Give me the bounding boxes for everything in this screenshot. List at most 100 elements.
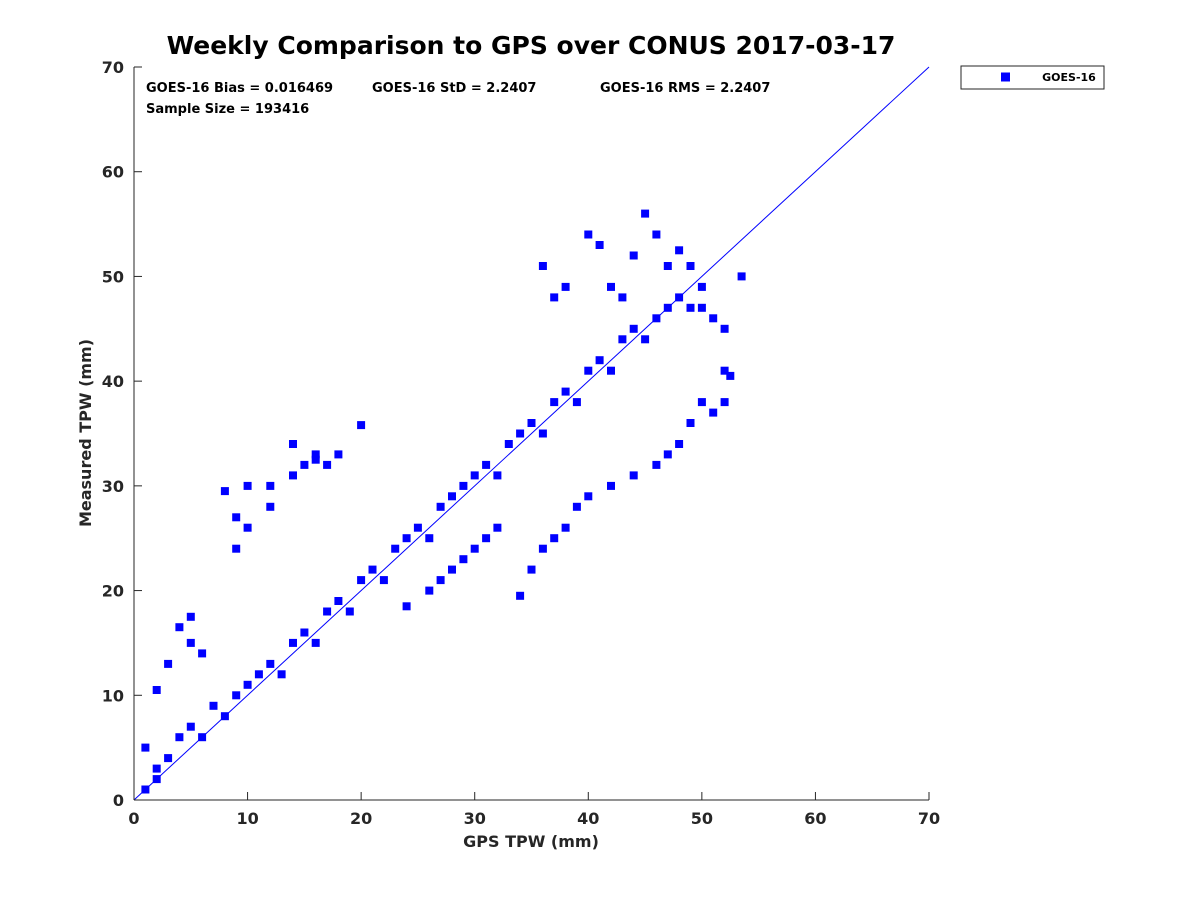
data-point bbox=[726, 371, 735, 380]
data-point bbox=[436, 502, 445, 511]
data-point bbox=[504, 440, 513, 448]
data-point bbox=[572, 502, 581, 511]
data-point bbox=[641, 335, 650, 344]
data-point bbox=[720, 366, 729, 375]
y-tick-label: 40 bbox=[102, 372, 124, 391]
data-point bbox=[425, 534, 434, 543]
data-point bbox=[470, 471, 479, 480]
data-point bbox=[266, 481, 275, 490]
y-tick-label: 20 bbox=[102, 582, 124, 601]
data-point bbox=[584, 492, 593, 501]
data-point bbox=[538, 544, 547, 553]
data-point bbox=[595, 241, 604, 249]
x-tick-label: 0 bbox=[128, 809, 139, 828]
data-point bbox=[459, 481, 468, 490]
data-point bbox=[448, 492, 456, 501]
data-point bbox=[357, 576, 366, 585]
data-point bbox=[720, 324, 729, 333]
data-point bbox=[618, 293, 627, 302]
stat-std: GOES-16 StD = 2.2407 bbox=[372, 81, 536, 96]
data-point bbox=[550, 398, 559, 407]
data-point bbox=[186, 722, 195, 731]
data-point bbox=[209, 701, 218, 710]
data-point bbox=[254, 670, 263, 679]
data-point bbox=[243, 481, 252, 490]
data-point bbox=[482, 460, 491, 469]
data-point bbox=[345, 607, 354, 616]
data-point bbox=[572, 398, 581, 407]
data-point bbox=[436, 576, 445, 585]
data-point bbox=[152, 764, 161, 773]
data-point bbox=[697, 398, 706, 407]
y-axis-label: Measured TPW (mm) bbox=[76, 339, 95, 527]
y-tick-label: 30 bbox=[102, 477, 124, 496]
data-point bbox=[289, 638, 297, 647]
data-point bbox=[709, 408, 718, 417]
data-point bbox=[164, 659, 173, 668]
data-point bbox=[141, 743, 150, 752]
data-point bbox=[175, 733, 184, 742]
data-point bbox=[618, 335, 627, 344]
data-point bbox=[629, 324, 638, 333]
data-point bbox=[607, 366, 615, 375]
data-point bbox=[300, 460, 309, 469]
data-point bbox=[493, 523, 502, 532]
tick-labels: 0 10 20 30 40 50 60 70 0 10 20 30 40 50 60 70 bbox=[102, 58, 940, 828]
data-point bbox=[482, 534, 491, 543]
data-point bbox=[311, 450, 320, 459]
data-point bbox=[243, 680, 252, 689]
data-point bbox=[334, 450, 343, 459]
data-point bbox=[607, 481, 615, 490]
data-point bbox=[323, 607, 332, 616]
data-point bbox=[311, 455, 320, 464]
data-point bbox=[243, 523, 252, 532]
axes bbox=[133, 66, 930, 801]
data-point bbox=[629, 251, 638, 260]
data-point bbox=[311, 638, 320, 647]
data-point bbox=[493, 471, 502, 480]
y-tick-label: 70 bbox=[102, 58, 124, 77]
data-point bbox=[550, 534, 559, 543]
data-point bbox=[425, 586, 434, 595]
data-point bbox=[402, 534, 411, 543]
data-point bbox=[289, 471, 297, 480]
plot-area: 0 10 20 30 40 50 60 70 0 10 20 30 40 50 60 70 bbox=[102, 58, 940, 828]
x-axis-label: GPS TPW (mm) bbox=[463, 832, 599, 851]
x-tick-label: 30 bbox=[464, 809, 486, 828]
data-point bbox=[220, 487, 229, 496]
data-point bbox=[459, 555, 468, 564]
data-point bbox=[152, 686, 161, 694]
data-point bbox=[652, 460, 661, 469]
data-point bbox=[538, 262, 547, 270]
data-point bbox=[607, 282, 615, 291]
data-point bbox=[300, 628, 309, 637]
x-tick-label: 20 bbox=[350, 809, 372, 828]
data-point bbox=[164, 754, 173, 763]
points-layer bbox=[141, 209, 746, 794]
data-point bbox=[686, 303, 695, 312]
data-point bbox=[186, 612, 195, 621]
data-point bbox=[266, 659, 275, 668]
data-point bbox=[686, 419, 695, 427]
reference-line bbox=[133, 66, 930, 801]
data-point bbox=[697, 303, 706, 312]
data-point bbox=[686, 262, 695, 270]
chart-title: Weekly Comparison to GPS over CONUS 2017… bbox=[167, 31, 896, 60]
legend-label: GOES-16 bbox=[1042, 71, 1096, 84]
x-tick-label: 50 bbox=[691, 809, 713, 828]
data-point bbox=[402, 602, 411, 611]
stat-rms: GOES-16 RMS = 2.2407 bbox=[600, 81, 770, 96]
data-point bbox=[379, 576, 388, 585]
stat-sample-size: Sample Size = 193416 bbox=[146, 102, 309, 117]
x-tick-label: 70 bbox=[918, 809, 940, 828]
data-point bbox=[448, 565, 456, 574]
data-point bbox=[232, 691, 241, 700]
data-point bbox=[323, 460, 332, 469]
data-point bbox=[561, 282, 570, 291]
data-point bbox=[357, 421, 366, 430]
data-point bbox=[550, 293, 559, 302]
data-point bbox=[391, 544, 400, 553]
y-tick-label: 60 bbox=[102, 163, 124, 182]
data-point bbox=[561, 387, 570, 396]
